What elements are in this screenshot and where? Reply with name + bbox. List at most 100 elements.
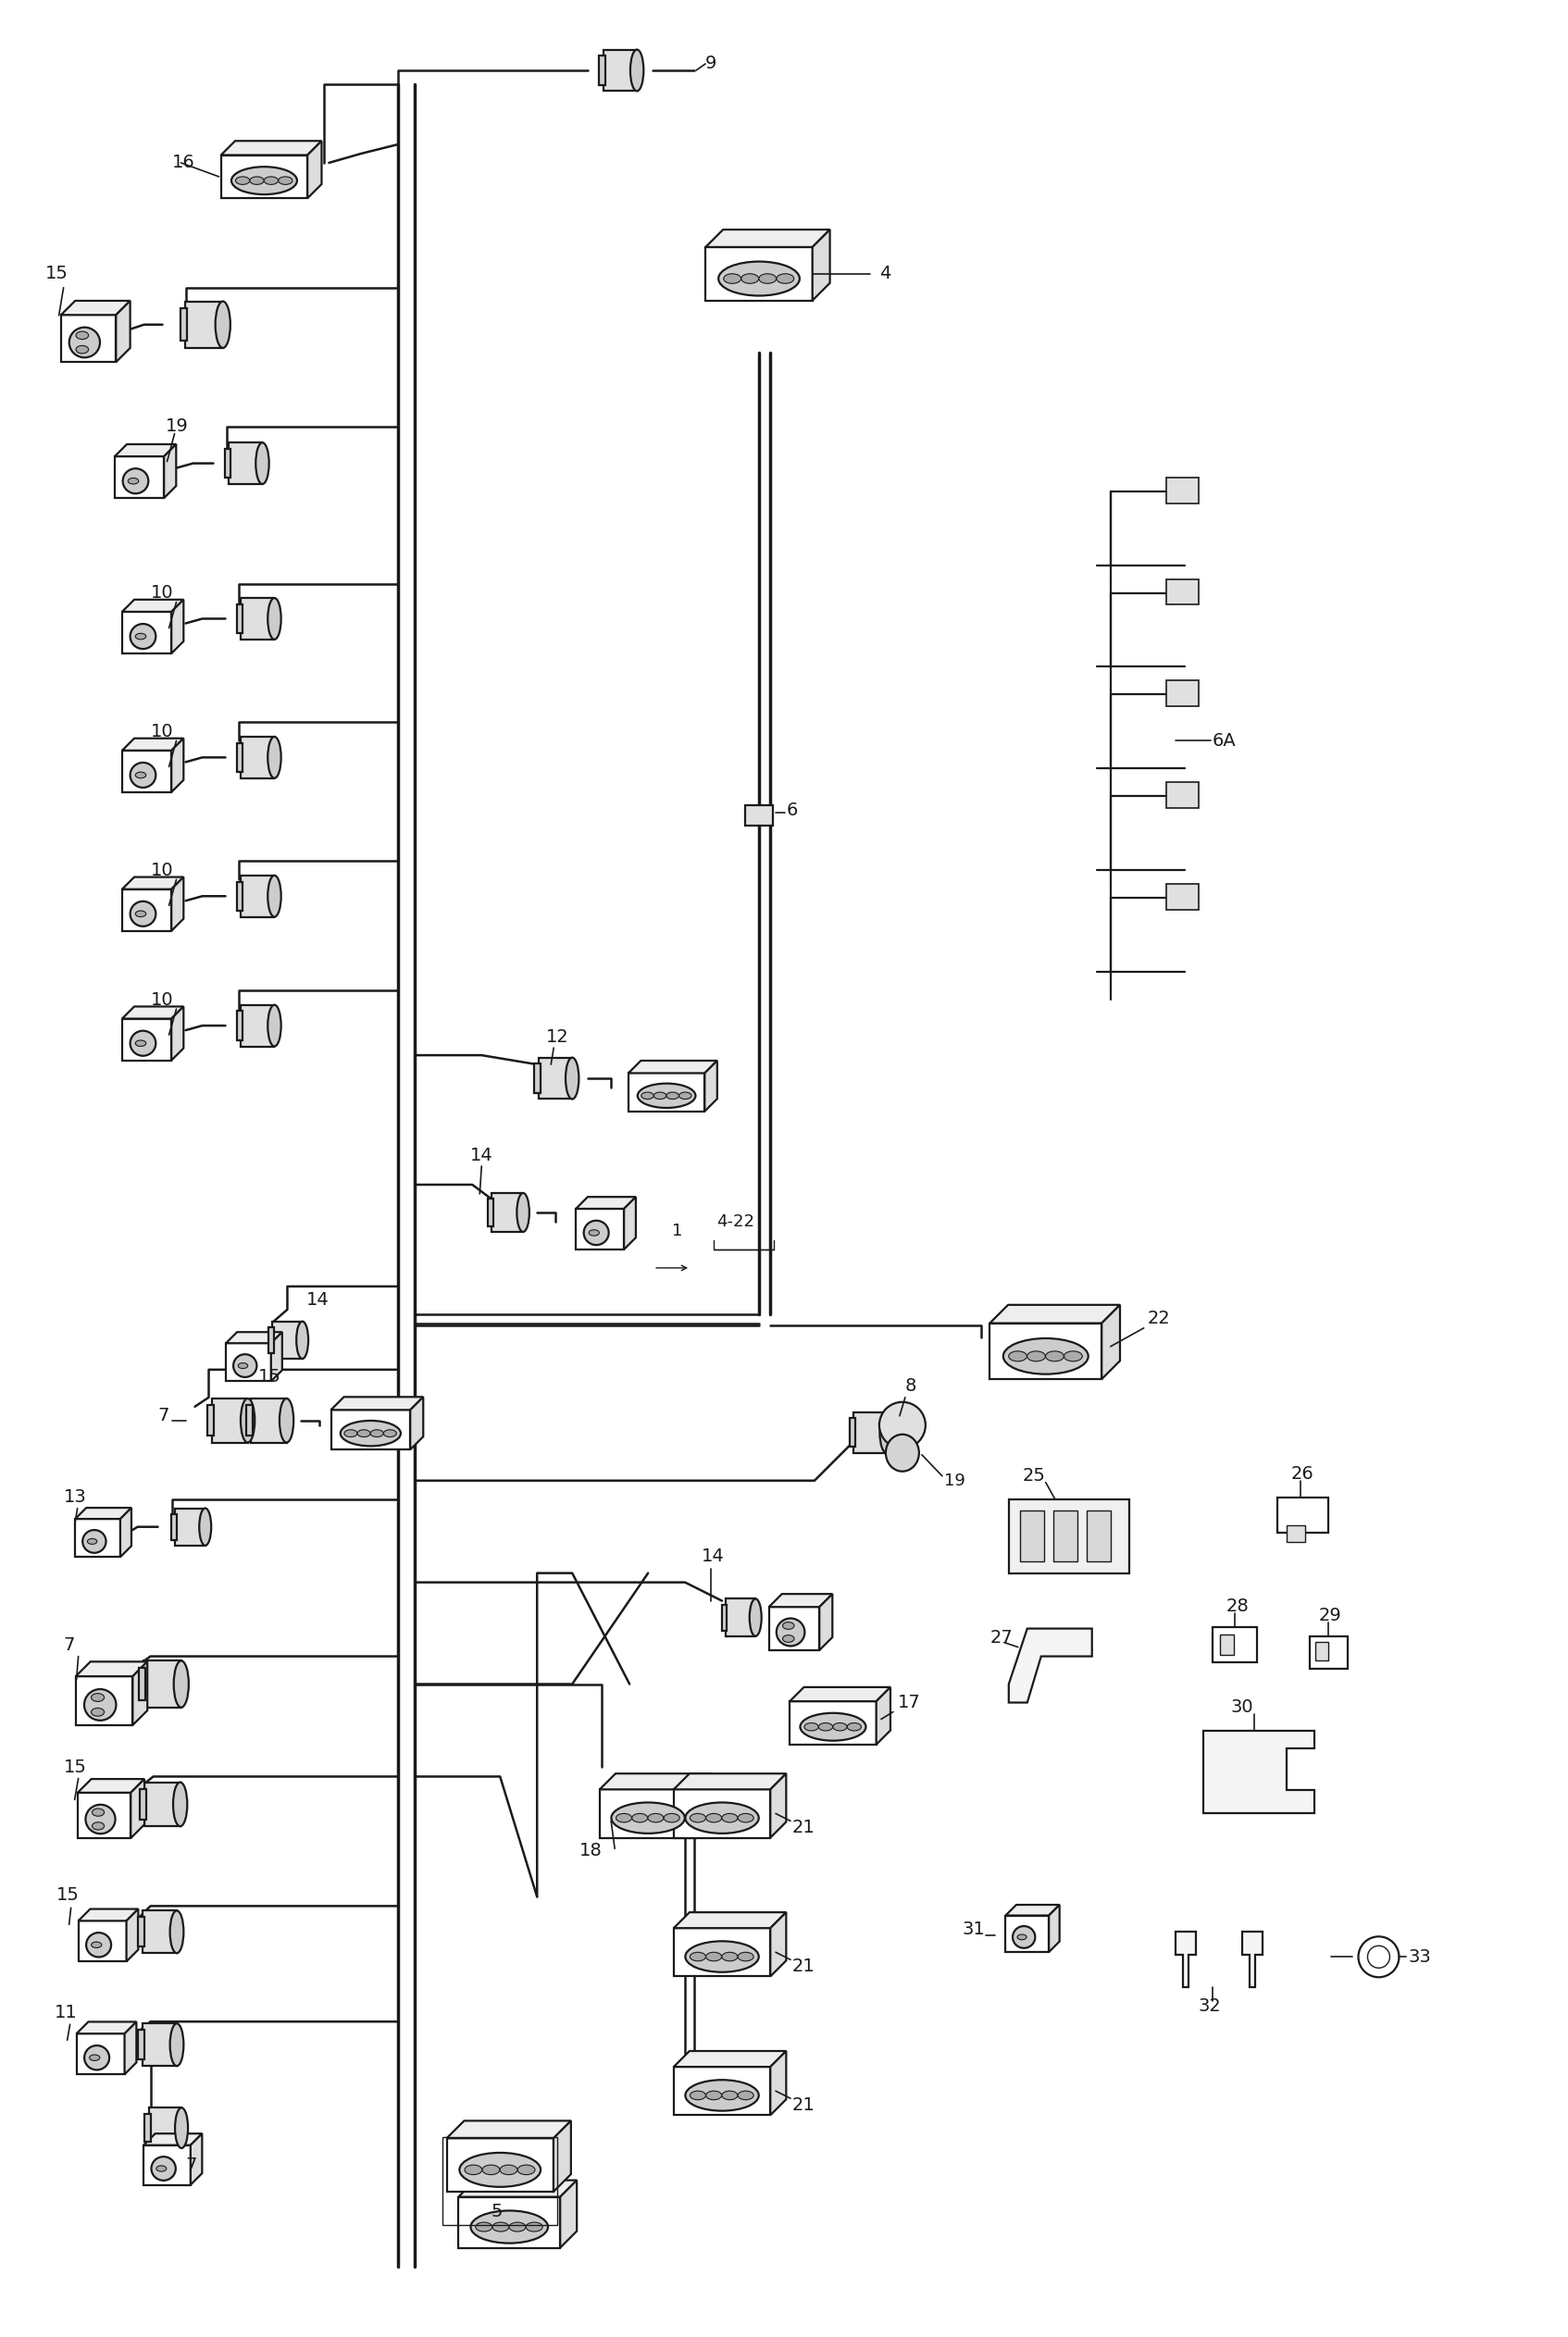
Bar [114,456,165,498]
Text: 31: 31 [963,1921,985,1937]
Bar [241,598,274,640]
Polygon shape [704,1061,717,1112]
Ellipse shape [847,1722,861,1732]
Ellipse shape [510,2222,525,2232]
Bar [207,1405,213,1435]
Ellipse shape [690,1814,706,1823]
Ellipse shape [135,1040,146,1047]
Polygon shape [171,1007,183,1061]
Bar [599,56,605,84]
Ellipse shape [176,2108,188,2148]
Polygon shape [1008,1629,1091,1704]
Ellipse shape [85,2045,110,2071]
Text: 22: 22 [1148,1311,1170,1327]
Bar [706,248,812,301]
Polygon shape [599,1774,712,1790]
Ellipse shape [685,2080,759,2110]
Ellipse shape [739,1951,754,1961]
Bar [629,1073,704,1112]
Ellipse shape [590,1229,599,1236]
Ellipse shape [256,442,270,484]
Polygon shape [130,1778,144,1839]
Text: 16: 16 [172,154,194,171]
Ellipse shape [1013,1926,1035,1949]
Ellipse shape [583,1220,608,1246]
Ellipse shape [776,1617,804,1645]
Bar [1167,477,1198,502]
Bar [143,2024,177,2066]
Text: 21: 21 [792,1818,815,1837]
Text: 27: 27 [991,1629,1013,1648]
Polygon shape [77,2022,136,2033]
Bar [442,2138,557,2225]
Bar [122,750,171,792]
Ellipse shape [1008,1351,1027,1362]
Ellipse shape [880,1402,925,1449]
Ellipse shape [93,1823,103,1830]
Ellipse shape [517,2164,535,2176]
Ellipse shape [706,1951,721,1961]
Polygon shape [447,2120,571,2138]
Bar [237,605,243,633]
Ellipse shape [880,1412,892,1454]
Polygon shape [75,1662,147,1676]
Polygon shape [1102,1304,1120,1379]
Polygon shape [307,140,321,199]
Ellipse shape [782,1622,793,1629]
Bar [1008,1498,1129,1573]
Polygon shape [122,738,183,750]
Ellipse shape [459,2152,541,2187]
Bar [604,49,637,91]
Bar [143,1912,177,1954]
Ellipse shape [358,1430,370,1437]
Ellipse shape [759,273,776,283]
Polygon shape [575,1197,637,1208]
Bar [144,1662,182,1708]
Polygon shape [114,444,176,456]
Bar [140,1788,146,1821]
Ellipse shape [135,771,146,778]
Ellipse shape [279,178,293,185]
Polygon shape [1242,1933,1262,1986]
Bar [229,442,262,484]
Ellipse shape [268,876,281,916]
Ellipse shape [93,1809,103,1816]
Bar [246,1405,252,1435]
Ellipse shape [238,1362,248,1369]
Bar [674,1928,770,1977]
Bar [241,1005,274,1047]
Bar [78,1792,130,1839]
Bar [458,2197,560,2248]
Ellipse shape [263,178,278,185]
Text: 14: 14 [702,1547,724,1566]
Ellipse shape [742,273,759,283]
Text: 5: 5 [491,2201,502,2220]
Ellipse shape [782,1636,793,1643]
Bar [138,2031,144,2059]
Text: 10: 10 [151,991,172,1010]
Bar [122,612,171,654]
Bar [1167,783,1198,809]
Bar [1167,680,1198,706]
Text: 30: 30 [1231,1699,1253,1715]
Bar [144,1783,180,1825]
Ellipse shape [690,1951,706,1961]
Bar [1005,1916,1049,1951]
Ellipse shape [566,1059,579,1098]
Ellipse shape [135,911,146,916]
Ellipse shape [475,2222,492,2232]
Ellipse shape [69,327,100,358]
Polygon shape [165,444,176,498]
Polygon shape [226,1332,282,1344]
Polygon shape [171,601,183,654]
Ellipse shape [739,1814,754,1823]
Polygon shape [171,876,183,930]
Bar [221,154,307,199]
Polygon shape [171,738,183,792]
Text: 19: 19 [165,418,188,435]
Bar [447,2138,554,2192]
Bar [674,2066,770,2115]
Ellipse shape [517,1192,530,1232]
Ellipse shape [1065,1351,1082,1362]
Text: 7: 7 [185,2157,198,2173]
